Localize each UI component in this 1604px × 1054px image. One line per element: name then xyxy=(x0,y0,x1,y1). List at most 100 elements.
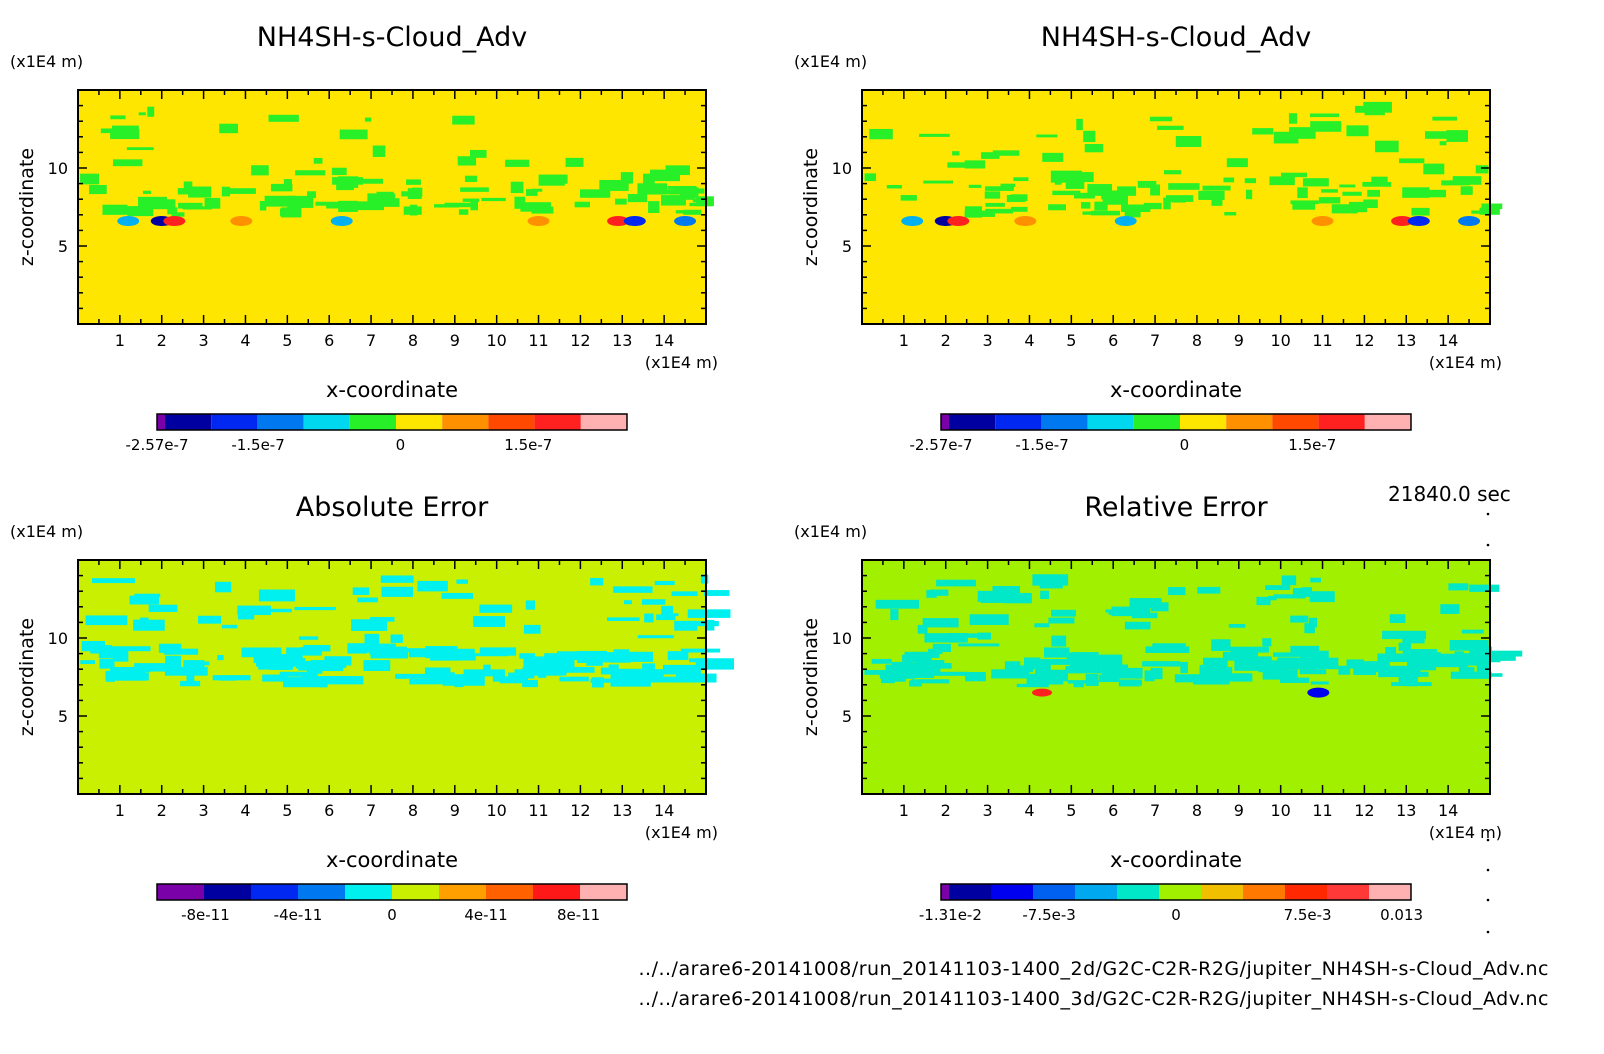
y-axis-title: z-coordinate xyxy=(16,148,38,266)
colorbar-segment xyxy=(298,884,345,900)
x-tick-label: 9 xyxy=(1234,801,1244,820)
edge-dot xyxy=(1486,543,1490,547)
edge-dot xyxy=(1486,512,1490,516)
colorbar-segment xyxy=(1133,414,1180,430)
colorbar-segment xyxy=(303,414,350,430)
chart-title: NH4SH-s-Cloud_Adv xyxy=(257,22,527,53)
y-tick-label: 5 xyxy=(842,237,852,256)
x-tick-label: 11 xyxy=(1312,801,1332,820)
colorbar-label: -1.31e-2 xyxy=(919,906,982,924)
x-tick-label: 11 xyxy=(528,801,548,820)
colorbar-segment xyxy=(1033,884,1075,900)
y-unit-label: (x1E4 m) xyxy=(794,522,867,541)
y-unit-label: (x1E4 m) xyxy=(10,52,83,71)
colorbar-label: -8e-11 xyxy=(181,906,230,924)
x-tick-label: 12 xyxy=(1354,801,1374,820)
x-tick-label: 7 xyxy=(1150,331,1160,350)
colorbar-label: 1.5e-7 xyxy=(504,436,552,454)
extreme-value-feature xyxy=(1307,687,1330,698)
colorbar-label: -1.5e-7 xyxy=(231,436,284,454)
colorbar-segment xyxy=(949,414,996,430)
colorbar-segment xyxy=(251,884,298,900)
x-unit-label: (x1E4 m) xyxy=(1429,353,1502,372)
colorbar-segment xyxy=(941,414,949,430)
colorbar-segment xyxy=(392,884,439,900)
x-tick-label: 11 xyxy=(1312,331,1332,350)
plot-area xyxy=(862,90,1490,324)
colorbar-segment xyxy=(941,884,949,900)
colorbar-label: 8e-11 xyxy=(557,906,600,924)
x-tick-label: 4 xyxy=(1024,331,1034,350)
y-tick-label: 10 xyxy=(48,629,68,648)
x-tick-label: 5 xyxy=(282,801,292,820)
extreme-value-feature xyxy=(117,216,140,227)
chart-title: Relative Error xyxy=(1084,492,1268,523)
colorbar-label: -1.5e-7 xyxy=(1015,436,1068,454)
x-tick-label: 8 xyxy=(408,801,418,820)
x-tick-label: 7 xyxy=(1150,801,1160,820)
colorbar-label: 0 xyxy=(396,436,406,454)
extreme-value-feature xyxy=(1014,216,1037,227)
x-tick-label: 1 xyxy=(899,331,909,350)
x-tick-label: 7 xyxy=(366,801,376,820)
x-tick-label: 14 xyxy=(654,801,674,820)
colorbar-segment xyxy=(1369,884,1411,900)
colorbar-segment xyxy=(1159,884,1201,900)
x-tick-label: 2 xyxy=(941,331,951,350)
x-tick-label: 10 xyxy=(1270,801,1290,820)
colorbar-segment xyxy=(1075,884,1117,900)
x-tick-label: 4 xyxy=(240,331,250,350)
colorbar-segment xyxy=(1201,884,1243,900)
x-tick-label: 6 xyxy=(1108,331,1118,350)
extreme-value-feature xyxy=(623,216,646,227)
colorbar-segment xyxy=(1180,414,1227,430)
colorbar-segment xyxy=(157,414,165,430)
extreme-value-feature xyxy=(1032,688,1053,697)
x-tick-label: 8 xyxy=(1192,801,1202,820)
x-tick-label: 12 xyxy=(1354,331,1374,350)
colorbar-segment xyxy=(533,884,580,900)
colorbar-segment xyxy=(439,884,486,900)
x-tick-label: 11 xyxy=(528,331,548,350)
x-tick-label: 7 xyxy=(366,331,376,350)
x-tick-label: 12 xyxy=(570,801,590,820)
x-tick-label: 6 xyxy=(1108,801,1118,820)
colorbar-segment xyxy=(580,884,627,900)
chart-panel-2: NH4SH-s-Cloud_Adv(x1E4 m)(x1E4 m)1 2 3 4 5 6 7… xyxy=(794,22,1503,454)
x-tick-label: 10 xyxy=(486,801,506,820)
x-tick-label: 3 xyxy=(983,801,993,820)
x-tick-label: 5 xyxy=(1066,801,1076,820)
colorbar-label: 4e-11 xyxy=(464,906,507,924)
extreme-value-feature xyxy=(947,216,970,227)
field-features xyxy=(80,106,714,218)
y-tick-label: 10 xyxy=(832,159,852,178)
extreme-value-feature xyxy=(1311,216,1334,227)
x-tick-label: 10 xyxy=(486,331,506,350)
edge-dot xyxy=(1486,930,1490,934)
x-tick-label: 1 xyxy=(115,331,125,350)
colorbar-label: 0 xyxy=(1180,436,1190,454)
y-unit-label: (x1E4 m) xyxy=(10,522,83,541)
x-tick-label: 5 xyxy=(282,331,292,350)
colorbar-segment xyxy=(349,414,396,430)
colorbar-label: 1.5e-7 xyxy=(1288,436,1336,454)
x-tick-label: 8 xyxy=(1192,331,1202,350)
colorbar-label: -2.57e-7 xyxy=(910,436,973,454)
colorbar-segment xyxy=(211,414,258,430)
colorbar-segment xyxy=(1243,884,1285,900)
chart-title: Absolute Error xyxy=(296,492,489,523)
colorbar-frame xyxy=(156,883,628,901)
x-tick-label: 2 xyxy=(157,801,167,820)
x-tick-label: 14 xyxy=(654,331,674,350)
x-tick-label: 8 xyxy=(408,331,418,350)
edge-dot xyxy=(1486,868,1490,872)
colorbar-segment xyxy=(534,414,581,430)
x-axis-title: x-coordinate xyxy=(1110,848,1242,872)
field-features xyxy=(864,574,1523,688)
extreme-value-feature xyxy=(527,216,550,227)
extreme-value-feature xyxy=(1114,216,1137,227)
x-tick-label: 13 xyxy=(1396,801,1416,820)
extreme-value-feature xyxy=(1407,216,1430,227)
extreme-value-feature xyxy=(330,216,353,227)
colorbar-segment xyxy=(1364,414,1411,430)
